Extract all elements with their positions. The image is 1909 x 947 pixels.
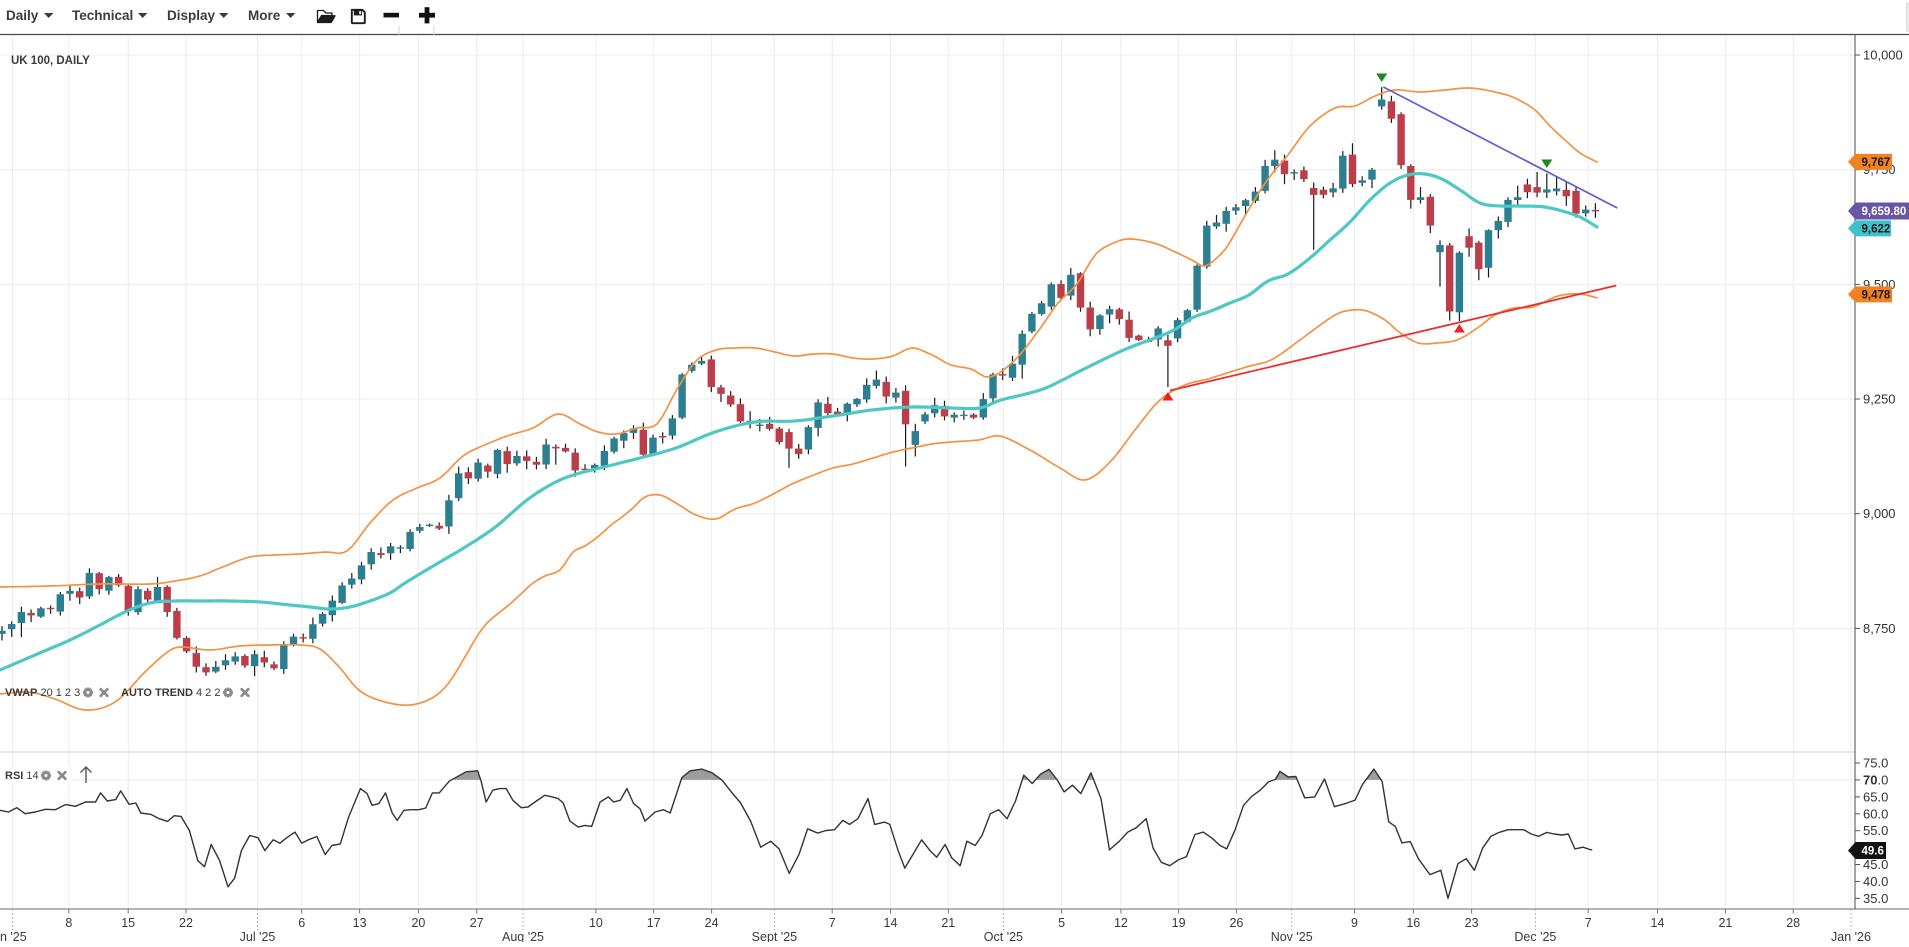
svg-text:21: 21 [941, 916, 955, 930]
svg-text:n '25: n '25 [0, 930, 27, 942]
svg-text:12: 12 [1114, 916, 1128, 930]
svg-text:6: 6 [298, 916, 305, 930]
svg-text:9: 9 [1351, 916, 1358, 930]
svg-text:26: 26 [1229, 916, 1243, 930]
svg-text:20: 20 [411, 916, 425, 930]
svg-text:65.0: 65.0 [1863, 789, 1888, 804]
svg-text:49.6: 49.6 [1862, 846, 1884, 858]
svg-text:RSI 14: RSI 14 [5, 770, 39, 782]
svg-text:22: 22 [179, 916, 193, 930]
svg-text:AUTO TREND 4 2 2: AUTO TREND 4 2 2 [121, 687, 220, 699]
svg-text:9,622: 9,622 [1862, 224, 1891, 236]
svg-text:13: 13 [353, 916, 367, 930]
svg-text:75.0: 75.0 [1863, 756, 1888, 771]
svg-text:19: 19 [1172, 916, 1186, 930]
svg-text:40.0: 40.0 [1863, 874, 1888, 889]
svg-text:Dec '25: Dec '25 [1514, 930, 1556, 942]
svg-text:16: 16 [1406, 916, 1420, 930]
svg-text:Jul '25: Jul '25 [240, 930, 276, 942]
svg-text:45.0: 45.0 [1863, 857, 1888, 872]
svg-text:Daily: Daily [6, 8, 39, 23]
svg-text:Nov '25: Nov '25 [1271, 930, 1313, 942]
svg-text:15: 15 [121, 916, 135, 930]
svg-text:Technical: Technical [72, 8, 133, 23]
svg-text:10,000: 10,000 [1863, 48, 1903, 63]
svg-text:55.0: 55.0 [1863, 823, 1888, 838]
svg-text:9,000: 9,000 [1863, 506, 1896, 521]
svg-text:7: 7 [1585, 916, 1592, 930]
svg-text:Display: Display [167, 8, 216, 23]
svg-text:14: 14 [884, 916, 898, 930]
svg-text:Aug '25: Aug '25 [502, 930, 544, 942]
svg-text:23: 23 [1465, 916, 1479, 930]
svg-text:Oct '25: Oct '25 [984, 930, 1023, 942]
svg-text:10: 10 [589, 916, 603, 930]
svg-text:21: 21 [1718, 916, 1732, 930]
svg-text:24: 24 [705, 916, 719, 930]
svg-text:70.0: 70.0 [1863, 772, 1888, 787]
svg-text:9,478: 9,478 [1862, 290, 1891, 302]
svg-text:UK 100, DAILY: UK 100, DAILY [11, 55, 90, 67]
svg-text:More: More [248, 8, 281, 23]
svg-text:28: 28 [1786, 916, 1800, 930]
svg-text:9,250: 9,250 [1863, 392, 1896, 407]
svg-text:60.0: 60.0 [1863, 806, 1888, 821]
svg-text:9,767: 9,767 [1862, 157, 1891, 169]
svg-text:8,750: 8,750 [1863, 621, 1896, 636]
svg-text:7: 7 [829, 916, 836, 930]
svg-text:14: 14 [1651, 916, 1665, 930]
svg-text:Sept '25: Sept '25 [752, 930, 798, 942]
svg-text:8: 8 [65, 916, 72, 930]
svg-text:Jan '26: Jan '26 [1831, 930, 1871, 942]
svg-text:17: 17 [647, 916, 661, 930]
svg-text:5: 5 [1058, 916, 1065, 930]
svg-text:27: 27 [470, 916, 484, 930]
svg-text:35.0: 35.0 [1863, 891, 1888, 906]
svg-text:9,659.80: 9,659.80 [1862, 206, 1907, 218]
svg-text:VWAP 20 1 2 3: VWAP 20 1 2 3 [5, 687, 80, 699]
